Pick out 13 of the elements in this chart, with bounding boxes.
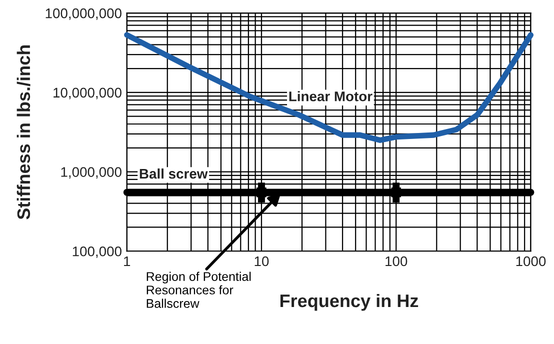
x-tick-label: 100 [386, 256, 408, 266]
y-tick-label: 1,000,000 [61, 167, 122, 179]
y-axis-title: Stiffness in lbs./inch [16, 45, 30, 220]
series-label: Ball screw [140, 168, 208, 179]
y-tick-label: 10,000,000 [54, 88, 122, 100]
y-tick-label: 100,000 [72, 246, 122, 258]
annotation: Region of Potential Resonances for Ballscrew [146, 272, 251, 308]
x-tick-label: 10 [254, 256, 269, 266]
x-tick-label: 1000 [516, 256, 546, 266]
y-tick-label: 100,000,000 [46, 8, 122, 20]
series-label: Linear Motor [289, 91, 372, 102]
x-axis-title: Frequency in Hz [280, 294, 418, 311]
x-tick-label: 1 [124, 256, 130, 266]
